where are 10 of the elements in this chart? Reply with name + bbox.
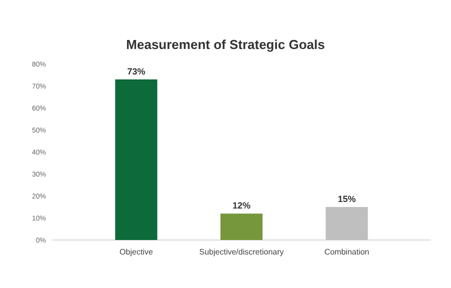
x-tick-label: Subjective/discretionary — [199, 248, 284, 257]
chart-title: Measurement of Strategic Goals — [126, 37, 325, 52]
bar — [115, 79, 158, 240]
data-label: 73% — [127, 66, 146, 76]
bar — [220, 214, 263, 240]
x-tick-label: Objective — [120, 248, 154, 257]
data-label: 15% — [338, 194, 356, 204]
bar — [326, 207, 368, 240]
data-label: 12% — [232, 200, 251, 211]
x-tick-label: Combination — [324, 248, 370, 257]
